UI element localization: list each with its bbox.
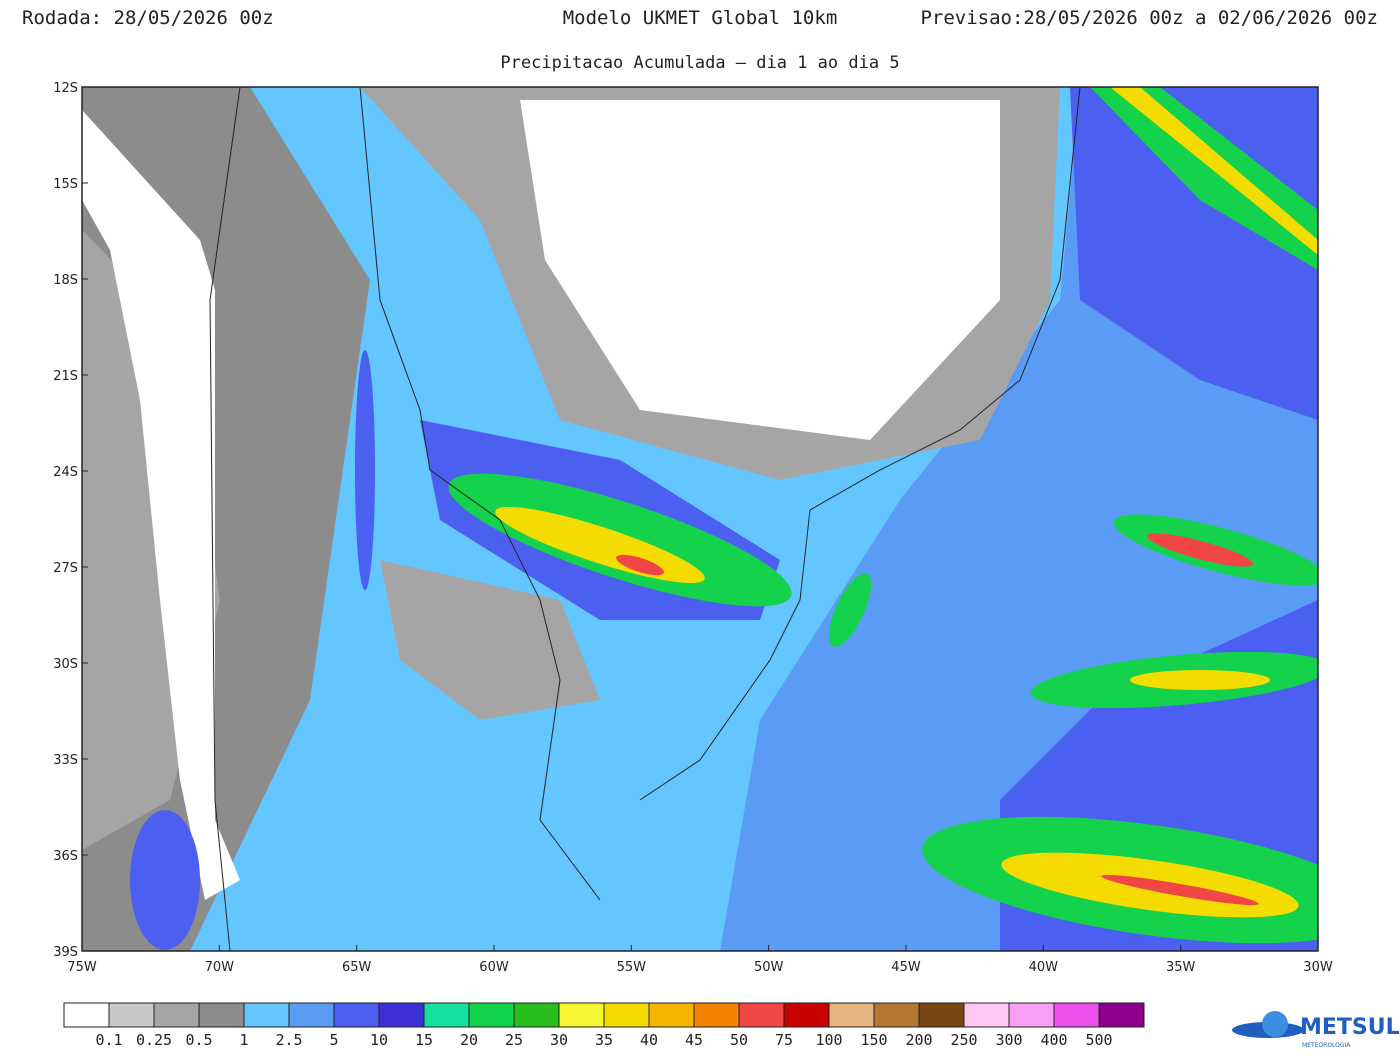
colorbar-label: 25 [505,1031,523,1049]
colorbar-label: 10 [370,1031,388,1049]
colorbar-label: 300 [995,1031,1022,1049]
precip-map [82,87,1318,951]
colorbar-swatch [288,1002,335,1028]
colorbar-swatch [873,1002,920,1028]
lon-label: 60W [479,960,509,975]
colorbar-label: 50 [730,1031,748,1049]
colorbar-swatch [1053,1002,1100,1028]
colorbar-label: 35 [595,1031,613,1049]
colorbar-swatch [693,1002,740,1028]
logo-name: METSUL [1300,1015,1400,1040]
lon-label: 35W [1166,960,1196,975]
subtitle: Precipitacao Acumulada – dia 1 ao dia 5 [500,53,899,73]
colorbar-swatch [423,1002,470,1028]
colorbar-label: 30 [550,1031,568,1049]
colorbar-swatch [243,1002,290,1028]
colorbar-swatch [333,1002,380,1028]
colorbar-label: 100 [815,1031,842,1049]
lat-label: 39S [53,945,78,960]
lon-label: 50W [754,960,784,975]
forecast-label: Previsao:28/05/2026 00z a 02/06/2026 00z [920,7,1378,29]
lon-label: 70W [205,960,235,975]
lat-label: 24S [53,465,78,480]
logo: METSUL METEOROLOGIA [1232,1011,1400,1049]
lat-label: 21S [53,369,78,384]
colorbar-swatch [783,1002,830,1028]
colorbar: 0.1 0.25 0.5 1 2.5 5 10 15 20 25 30 35 40 45 50 75 100 15… [63,1002,1145,1049]
colorbar-label: 0.25 [136,1031,172,1049]
colorbar-label: 2.5 [275,1031,302,1049]
lat-label: 18S [53,273,78,288]
colorbar-label: 400 [1040,1031,1067,1049]
lat-label: 33S [53,753,78,768]
colorbar-label: 200 [905,1031,932,1049]
colorbar-swatch [1098,1002,1145,1028]
colorbar-label: 250 [950,1031,977,1049]
colorbar-label: 20 [460,1031,478,1049]
colorbar-swatch [468,1002,515,1028]
lon-label: 45W [891,960,921,975]
colorbar-swatch [648,1002,695,1028]
colorbar-label: 15 [415,1031,433,1049]
map-frame [81,86,1319,952]
colorbar-label: 40 [640,1031,658,1049]
colorbar-label: 1 [239,1031,248,1049]
lon-label: 40W [1029,960,1059,975]
colorbar-swatch [963,1002,1010,1028]
colorbar-swatch [918,1002,965,1028]
lon-label: 55W [617,960,647,975]
colorbar-swatch [828,1002,875,1028]
colorbar-label: 0.5 [185,1031,212,1049]
lat-label: 30S [53,657,78,672]
lat-label: 27S [53,561,78,576]
lat-label: 15S [53,177,78,192]
lon-label: 65W [342,960,372,975]
lon-label: 75W [67,960,97,975]
lat-label: 12S [53,81,78,96]
model-label: Modelo UKMET Global 10km [563,7,838,29]
colorbar-label: 5 [329,1031,338,1049]
colorbar-swatch [738,1002,785,1028]
colorbar-label: 0.1 [95,1031,122,1049]
colorbar-label: 45 [685,1031,703,1049]
colorbar-swatch [603,1002,650,1028]
colorbar-swatch [63,1002,110,1028]
run-label: Rodada: 28/05/2026 00z [22,7,274,29]
colorbar-swatch [108,1002,155,1028]
colorbar-swatch [378,1002,425,1028]
colorbar-swatch [198,1002,245,1028]
logo-tagline: METEOROLOGIA [1302,1042,1351,1049]
colorbar-swatch [1008,1002,1055,1028]
lon-label: 30W [1303,960,1333,975]
colorbar-swatch [513,1002,560,1028]
colorbar-label: 75 [775,1031,793,1049]
colorbar-label: 150 [860,1031,887,1049]
lat-label: 36S [53,849,78,864]
colorbar-swatch [558,1002,605,1028]
colorbar-swatch [153,1002,200,1028]
colorbar-label: 500 [1085,1031,1112,1049]
